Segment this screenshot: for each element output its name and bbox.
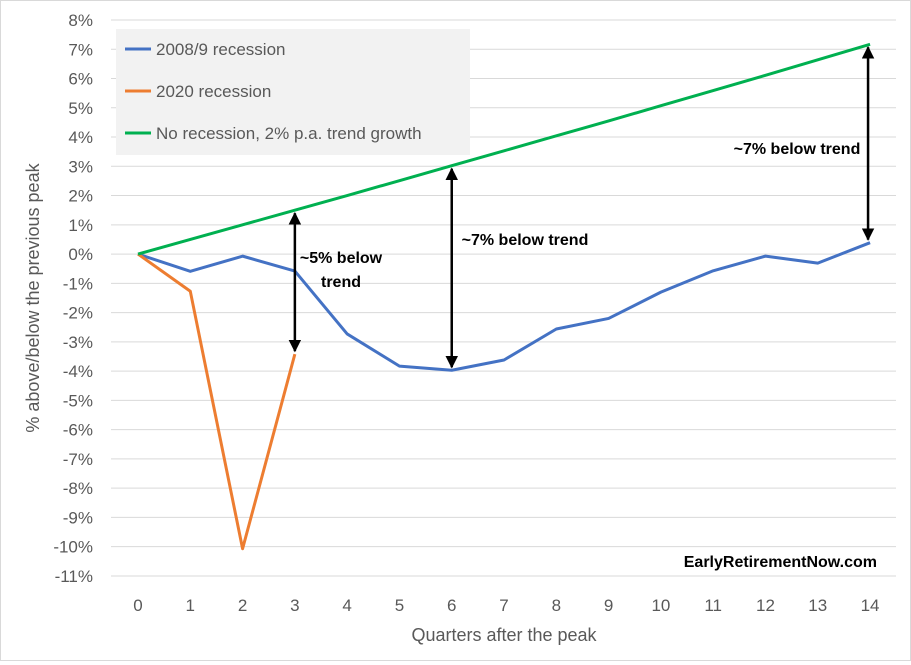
x-tick-label: 11 — [704, 596, 722, 615]
annotation-label: ~7% below trend — [462, 232, 589, 249]
legend-label: 2008/9 recession — [156, 40, 285, 59]
y-tick-label: -5% — [63, 391, 93, 410]
y-tick-label: 6% — [68, 70, 93, 89]
annotation-label: ~5% below — [300, 250, 383, 267]
y-tick-label: 1% — [68, 216, 93, 235]
y-tick-label: -2% — [63, 304, 93, 323]
x-tick-label: 2 — [238, 596, 247, 615]
y-tick-label: 4% — [68, 128, 93, 147]
x-tick-label: 5 — [395, 596, 404, 615]
x-tick-label: 0 — [133, 596, 142, 615]
y-tick-label: -1% — [63, 274, 93, 293]
legend-box — [116, 29, 470, 155]
y-tick-label: 2% — [68, 187, 93, 206]
y-axis-title: % above/below the previous peak — [23, 162, 43, 432]
watermark: EarlyRetirementNow.com — [684, 554, 877, 571]
annotation-label: trend — [321, 274, 361, 291]
x-axis-title: Quarters after the peak — [411, 625, 597, 645]
y-tick-label: -3% — [63, 333, 93, 352]
series-line-2 — [137, 42, 871, 256]
y-tick-label: 8% — [68, 11, 93, 30]
x-tick-label: 7 — [499, 596, 508, 615]
x-tick-label: 12 — [756, 596, 775, 615]
y-tick-label: -7% — [63, 450, 93, 469]
x-tick-label: 4 — [342, 596, 351, 615]
x-tick-label: 9 — [604, 596, 613, 615]
y-tick-label: 3% — [68, 157, 93, 176]
x-tick-label: 8 — [552, 596, 561, 615]
x-tick-label: 14 — [861, 596, 880, 615]
annotation-label: ~7% below trend — [734, 141, 861, 158]
x-tick-label: 10 — [651, 596, 670, 615]
legend-label: 2020 recession — [156, 82, 271, 101]
y-tick-label: -4% — [63, 362, 93, 381]
series-line-0 — [137, 241, 871, 372]
y-tick-label: -10% — [53, 538, 93, 557]
y-tick-label: 0% — [68, 245, 93, 264]
x-tick-label: 6 — [447, 596, 456, 615]
series-line-1 — [137, 252, 297, 551]
y-tick-label: 7% — [68, 40, 93, 59]
y-tick-label: -9% — [63, 508, 93, 527]
y-tick-label: -8% — [63, 479, 93, 498]
y-tick-label: -6% — [63, 421, 93, 440]
y-tick-label: -11% — [55, 567, 93, 586]
legend-label: No recession, 2% p.a. trend growth — [156, 124, 422, 143]
x-tick-label: 13 — [808, 596, 827, 615]
x-tick-label: 1 — [186, 596, 195, 615]
y-tick-label: 5% — [68, 99, 93, 118]
x-tick-label: 3 — [290, 596, 299, 615]
